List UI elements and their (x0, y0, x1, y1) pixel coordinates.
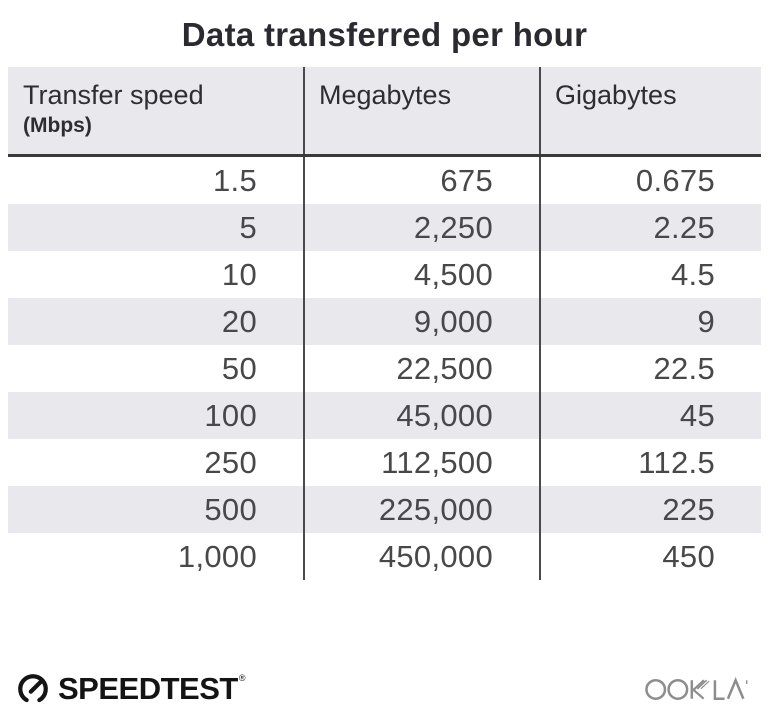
page-title: Data transferred per hour (181, 16, 588, 53)
cell-gigabytes: 9 (539, 298, 761, 345)
cell-gigabytes: 4.5 (539, 251, 761, 298)
cell-megabytes: 112,500 (303, 439, 539, 486)
cell-gigabytes: 450 (539, 533, 761, 580)
table-row: 20 9,000 9 (8, 298, 761, 345)
column-header-label: Transfer speed (23, 80, 204, 110)
column-header-megabytes: Megabytes (303, 67, 539, 154)
cell-megabytes: 22,500 (303, 345, 539, 392)
cell-megabytes: 450,000 (303, 533, 539, 580)
table-row: 500 225,000 225 (8, 486, 761, 533)
cell-transfer-speed: 50 (221, 351, 257, 386)
speedtest-gauge-icon (16, 672, 50, 706)
cell-transfer-speed: 1.5 (213, 163, 257, 198)
table-row: 250 112,500 112.5 (8, 439, 761, 486)
cell-megabytes: 2,250 (303, 204, 539, 251)
table-row: 1,000 450,000 450 (8, 533, 761, 580)
speedtest-logo: SPEEDTEST ® (16, 671, 245, 707)
footer: SPEEDTEST ® (16, 671, 755, 707)
cell-gigabytes: 45 (539, 392, 761, 439)
cell-transfer-speed: 20 (221, 304, 257, 339)
column-header-sublabel: (Mbps) (23, 114, 92, 138)
table-row: 100 45,000 45 (8, 392, 761, 439)
cell-transfer-speed: 1,000 (177, 539, 257, 574)
ookla-logo (645, 676, 755, 702)
cell-gigabytes: 225 (539, 486, 761, 533)
cell-transfer-speed: 250 (204, 445, 257, 480)
data-table: Transfer speed (Mbps) Megabytes Gigabyte… (8, 67, 761, 580)
column-header-label: Megabytes (319, 80, 452, 110)
column-header-label: Gigabytes (555, 80, 677, 110)
cell-megabytes: 225,000 (303, 486, 539, 533)
cell-megabytes: 45,000 (303, 392, 539, 439)
table-row: 10 4,500 4.5 (8, 251, 761, 298)
table-row: 1.5 675 0.675 (8, 157, 761, 204)
cell-megabytes: 675 (303, 157, 539, 204)
cell-transfer-speed: 500 (204, 492, 257, 527)
table-body: 1.5 675 0.675 5 2,250 2.25 10 4,500 4.5 20 9,000 9 5… (8, 157, 761, 580)
registered-trademark-icon: ® (238, 673, 246, 683)
cell-transfer-speed: 5 (239, 210, 257, 245)
table-header-row: Transfer speed (Mbps) Megabytes Gigabyte… (8, 67, 761, 157)
speedtest-wordmark: SPEEDTEST (58, 671, 238, 706)
ookla-wordmark-icon (645, 676, 755, 702)
column-header-gigabytes: Gigabytes (539, 67, 761, 154)
column-header-transfer-speed: Transfer speed (Mbps) (8, 67, 303, 154)
cell-megabytes: 9,000 (303, 298, 539, 345)
cell-gigabytes: 22.5 (539, 345, 761, 392)
cell-gigabytes: 112.5 (539, 439, 761, 486)
cell-megabytes: 4,500 (303, 251, 539, 298)
cell-transfer-speed: 10 (221, 257, 257, 292)
table-row: 5 2,250 2.25 (8, 204, 761, 251)
table-row: 50 22,500 22.5 (8, 345, 761, 392)
cell-transfer-speed: 100 (204, 398, 257, 433)
cell-gigabytes: 0.675 (539, 157, 761, 204)
cell-gigabytes: 2.25 (539, 204, 761, 251)
